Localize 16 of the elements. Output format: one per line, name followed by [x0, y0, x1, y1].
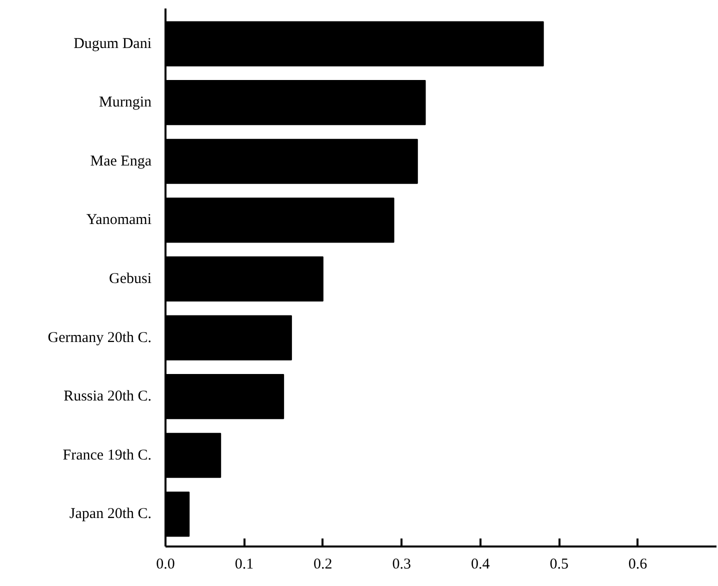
y-tick-label: Germany 20th C. [48, 330, 152, 346]
x-tick-label: 0.5 [550, 556, 568, 572]
y-tick-label: Russia 20th C. [64, 388, 152, 405]
y-tick-label: Murngin [99, 94, 152, 111]
y-tick-label: Gebusi [109, 270, 152, 287]
y-tick-label: Mae Enga [90, 153, 152, 170]
y-tick-label: Japan 20th C. [69, 506, 152, 522]
x-tick-label: 0.3 [392, 556, 412, 572]
x-tick-label: 0.0 [156, 556, 175, 572]
y-tick-label: Yanomami [86, 212, 152, 228]
y-tick-label: Dugum Dani [74, 36, 152, 52]
x-tick-label: 0.4 [470, 556, 490, 572]
x-tick-label: 0.6 [628, 556, 648, 572]
x-tick-label: 0.1 [234, 556, 254, 572]
y-tick-label: France 19th C. [62, 447, 152, 464]
x-tick-label: 0.2 [314, 556, 332, 572]
